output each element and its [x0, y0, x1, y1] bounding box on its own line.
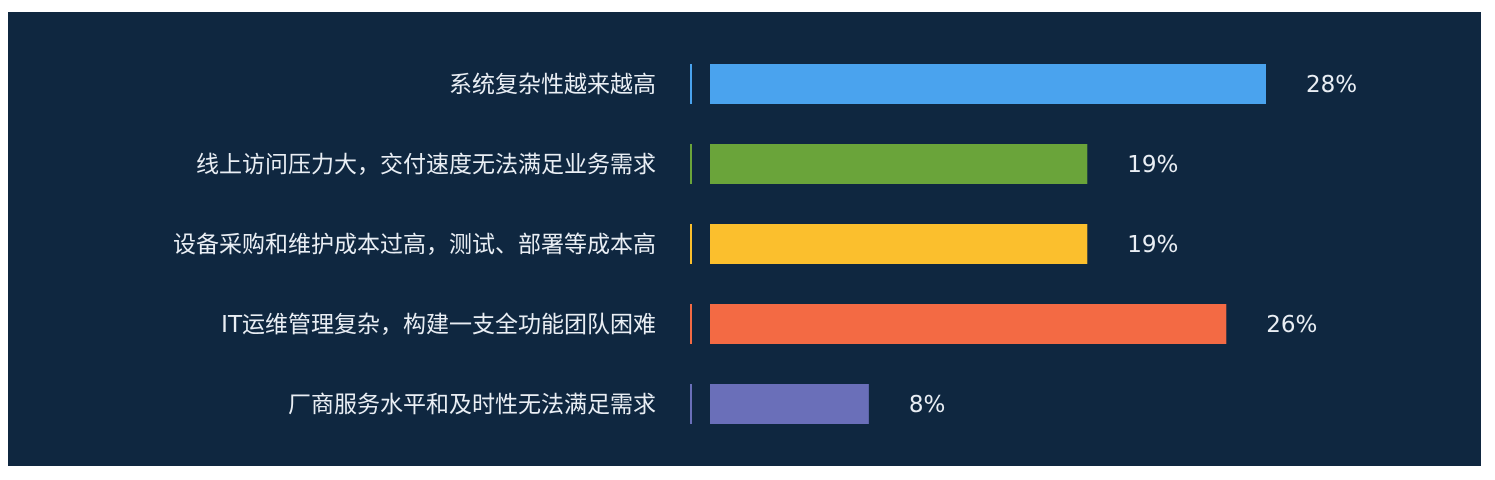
category-label-3: IT运维管理复杂，构建一支全功能团队困难: [221, 312, 656, 338]
bar-tick-3: [690, 304, 692, 344]
bar-tick-2: [690, 224, 692, 264]
value-label-0: 28%: [1306, 72, 1357, 98]
bar-0: [710, 64, 1266, 104]
value-label-1: 19%: [1127, 152, 1178, 178]
value-label-2: 19%: [1127, 232, 1178, 258]
bar-3: [710, 304, 1227, 344]
bar-tick-4: [690, 384, 692, 424]
bar-tick-0: [690, 64, 692, 104]
category-label-2: 设备采购和维护成本过高，测试、部署等成本高: [173, 232, 656, 258]
bar-2: [710, 224, 1088, 264]
category-label-4: 厂商服务水平和及时性无法满足需求: [288, 392, 656, 418]
value-label-3: 26%: [1266, 312, 1317, 338]
bar-tick-1: [690, 144, 692, 184]
value-label-4: 8%: [909, 392, 946, 418]
bar-1: [710, 144, 1088, 184]
bar-4: [710, 384, 869, 424]
category-label-1: 线上访问压力大，交付速度无法满足业务需求: [196, 152, 656, 178]
category-label-0: 系统复杂性越来越高: [449, 72, 656, 98]
